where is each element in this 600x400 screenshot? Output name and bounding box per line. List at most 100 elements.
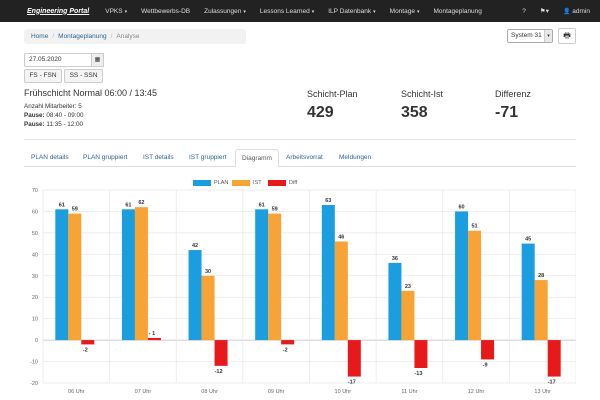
- nav-montageplanung[interactable]: Montageplanung: [433, 7, 482, 15]
- nav-lessons-learned[interactable]: Lessons Learned ▾: [259, 7, 315, 15]
- y-tick-label: 20: [32, 295, 38, 301]
- kpi-value-plan: 429: [307, 104, 334, 121]
- bar-ist: [268, 213, 282, 341]
- bar-diff: [414, 340, 428, 368]
- pause-2: Pause: 11:35 - 12:00: [24, 121, 84, 128]
- chevron-down-icon: ▾: [373, 8, 376, 15]
- flag-icon[interactable]: ⚑▾: [539, 8, 549, 15]
- tab-plan-details[interactable]: PLAN details: [31, 154, 69, 161]
- legend-ist[interactable]: IST: [232, 180, 262, 186]
- y-tick-label: 70: [32, 188, 38, 194]
- data-label: -9: [483, 362, 488, 368]
- employee-count: Anzahl Mitarbeiter: 5: [24, 103, 82, 110]
- bar-plan: [121, 209, 135, 341]
- legend-swatch-diff: [268, 180, 286, 186]
- bar-ist: [68, 213, 82, 341]
- bar-ist: [401, 290, 415, 341]
- data-label: - 1: [149, 331, 155, 337]
- data-label: 36: [392, 256, 398, 262]
- y-tick-label: 30: [32, 274, 38, 280]
- nav-wettbewerbs-db[interactable]: Wettbewerbs-DB: [141, 7, 191, 15]
- data-label: -17: [348, 380, 356, 386]
- data-label: 63: [325, 198, 331, 204]
- kpi-label-plan: Schicht-Plan: [307, 89, 358, 99]
- bar-plan: [55, 209, 69, 341]
- print-button[interactable]: 🖶: [558, 28, 576, 44]
- tab-plan-gruppiert[interactable]: PLAN gruppiert: [83, 154, 128, 161]
- data-label: 51: [472, 224, 478, 230]
- x-tick-label: 13 Uhr: [534, 389, 551, 395]
- nav-ilp-datenbank[interactable]: ILP Datenbank ▾: [328, 7, 376, 15]
- nav-vpks[interactable]: VPKS ▾: [105, 7, 128, 15]
- data-label: 30: [205, 269, 211, 275]
- y-tick-label: 10: [32, 317, 38, 323]
- tab-diagramm[interactable]: Diagramm: [235, 149, 279, 167]
- bar-plan: [388, 262, 402, 341]
- help-icon[interactable]: ?: [522, 7, 526, 15]
- calendar-button[interactable]: ▦: [91, 53, 104, 67]
- chevron-down-icon: ▾: [243, 8, 246, 15]
- data-label: 61: [125, 202, 131, 208]
- x-tick-label: 09 Uhr: [268, 389, 285, 395]
- data-label: 59: [72, 207, 78, 213]
- legend-diff[interactable]: Diff: [268, 180, 297, 186]
- x-tick-label: 07 Uhr: [135, 389, 152, 395]
- divider: [24, 139, 576, 140]
- brand-logo[interactable]: Engineering Portal: [27, 7, 90, 15]
- system-select[interactable]: System 31 ▾: [507, 29, 553, 43]
- x-tick-label: 08 Uhr: [201, 389, 218, 395]
- x-tick-label: 12 Uhr: [468, 389, 485, 395]
- data-label: -13: [414, 371, 422, 377]
- data-label: -2: [83, 347, 88, 353]
- bar-plan: [521, 243, 535, 341]
- breadcrumb: Home / Montageplanung / Analyse: [24, 29, 246, 44]
- legend-swatch-plan: [193, 180, 211, 186]
- kpi-label-ist: Schicht-Ist: [401, 89, 444, 99]
- breadcrumb-montageplanung[interactable]: Montageplanung: [58, 33, 107, 40]
- kpi-label-diff: Differenz: [495, 89, 531, 99]
- y-tick-label: -10: [30, 360, 38, 366]
- y-tick-label: 40: [32, 252, 38, 258]
- date-input[interactable]: 27.05.2020: [24, 53, 92, 67]
- kpi-value-diff: -71: [495, 104, 519, 121]
- y-tick-label: 0: [35, 338, 38, 344]
- chevron-down-icon: ▾: [416, 8, 420, 15]
- calendar-icon: ▦: [94, 57, 101, 63]
- shift-button-ss-ssn[interactable]: SS - SSN: [64, 69, 103, 83]
- chevron-down-icon: ▾: [544, 30, 552, 42]
- bar-plan: [188, 250, 202, 341]
- bar-chart: 70 60 50 40 30 20 10 0 -10 -20 61 59 -2 06 Uhr 61 62 - 1…: [30, 188, 576, 395]
- tab-meldungen[interactable]: Meldungen: [339, 154, 372, 161]
- breadcrumb-home[interactable]: Home: [31, 33, 49, 40]
- user-menu[interactable]: 👤 admin: [562, 7, 590, 15]
- breadcrumb-current: Analyse: [116, 33, 140, 40]
- tab-ist-details[interactable]: IST details: [143, 154, 174, 161]
- data-label: 60: [459, 204, 465, 210]
- data-label: 61: [259, 202, 265, 208]
- data-label: -12: [215, 369, 223, 375]
- bar-diff: [214, 340, 228, 366]
- nav-zulassungen[interactable]: Zulassungen ▾: [204, 7, 246, 15]
- tab-ist-gruppiert[interactable]: IST gruppiert: [189, 154, 227, 161]
- chevron-down-icon: ▾: [311, 8, 315, 15]
- x-tick-label: 10 Uhr: [335, 389, 352, 395]
- bar-ist: [134, 207, 148, 341]
- legend-plan[interactable]: PLAN: [193, 180, 228, 186]
- data-label: 42: [192, 243, 198, 249]
- data-label: 46: [338, 234, 344, 240]
- legend-swatch-ist: [232, 180, 250, 186]
- data-label: 61: [59, 202, 65, 208]
- data-label: 59: [272, 207, 278, 213]
- y-tick-label: 50: [32, 231, 38, 237]
- shift-button-fs-fsn[interactable]: FS - FSN: [24, 69, 62, 83]
- bar-ist: [534, 280, 548, 341]
- data-label: -2: [283, 347, 288, 353]
- data-label: -17: [548, 380, 556, 386]
- bar-plan: [321, 205, 335, 341]
- tab-arbeitsvorrat[interactable]: Arbeitsvorrat: [286, 154, 323, 161]
- chevron-down-icon: ▾: [124, 8, 128, 15]
- data-label: 45: [525, 237, 531, 243]
- bar-plan: [455, 211, 469, 341]
- bar-diff: [147, 337, 161, 341]
- nav-montage[interactable]: Montage ▾: [389, 7, 420, 15]
